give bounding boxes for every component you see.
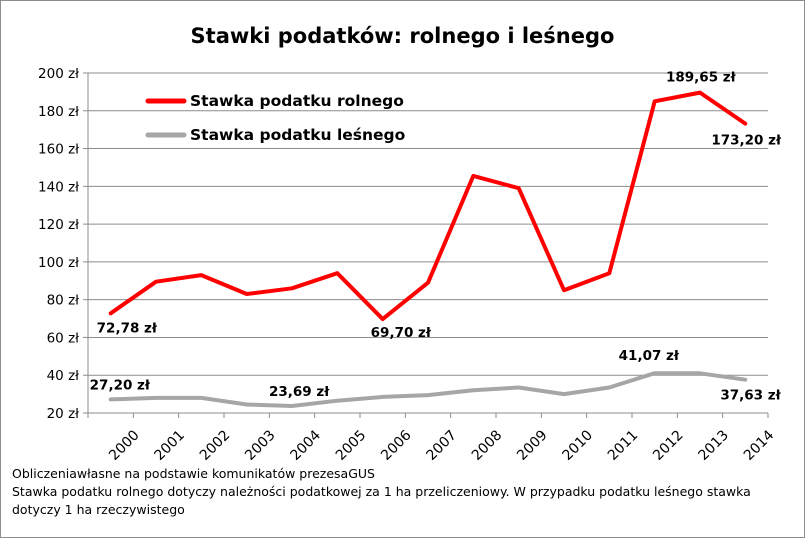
x-tick-label: 2001 [152, 427, 189, 464]
data-label: 37,63 zł [720, 388, 781, 404]
y-tick-label: 20 zł [47, 406, 80, 422]
y-tick-label: 80 zł [47, 293, 80, 309]
x-tick-label: 2002 [197, 427, 234, 464]
note-explanation: Stawka podatku rolnego dotyczy należnośc… [12, 484, 751, 499]
note-explanation-continued: dotyczy 1 ha rzeczywistego [12, 502, 185, 517]
x-tick-label: 2012 [650, 427, 687, 464]
x-tick-label: 2007 [424, 427, 461, 464]
data-label: 23,69 zł [269, 384, 330, 400]
x-tick-label: 2003 [242, 427, 279, 464]
y-tick-label: 200 zł [38, 66, 79, 82]
x-tick-label: 2005 [333, 427, 370, 464]
x-tick-label: 2009 [514, 427, 551, 464]
data-label: 72,78 zł [97, 320, 158, 336]
data-label: 69,70 zł [371, 325, 432, 341]
x-tick-label: 2006 [378, 427, 415, 464]
legend-label: Stawka podatku leśnego [190, 126, 405, 144]
data-label: 189,65 zł [666, 70, 737, 86]
y-tick-label: 100 zł [38, 255, 79, 271]
y-tick-label: 140 zł [38, 179, 79, 195]
legend-label: Stawka podatku rolnego [190, 92, 404, 110]
note-source: Obliczeniawłasne na podstawie komunikató… [12, 466, 375, 481]
x-tick-label: 2008 [469, 427, 506, 464]
data-label: 41,07 zł [619, 348, 680, 364]
x-tick-label: 2010 [560, 427, 597, 464]
data-label: 27,20 zł [90, 377, 151, 393]
x-tick-label: 2011 [605, 427, 642, 464]
chart-notes: Obliczeniawłasne na podstawie komunikató… [12, 465, 797, 519]
y-tick-label: 120 zł [38, 217, 79, 233]
x-tick-label: 2000 [106, 427, 143, 464]
chart-title: Stawki podatków: rolnego i leśnego [190, 24, 615, 48]
x-tick-label: 2004 [288, 427, 325, 464]
x-tick-label: 2014 [741, 427, 778, 464]
x-tick-label: 2013 [696, 427, 733, 464]
y-tick-label: 40 zł [47, 368, 80, 384]
y-tick-label: 160 zł [38, 142, 79, 158]
data-label: 173,20 zł [711, 133, 782, 149]
y-tick-label: 180 zł [38, 104, 79, 120]
series-line-lesny [108, 371, 748, 408]
y-tick-label: 60 zł [47, 330, 80, 346]
